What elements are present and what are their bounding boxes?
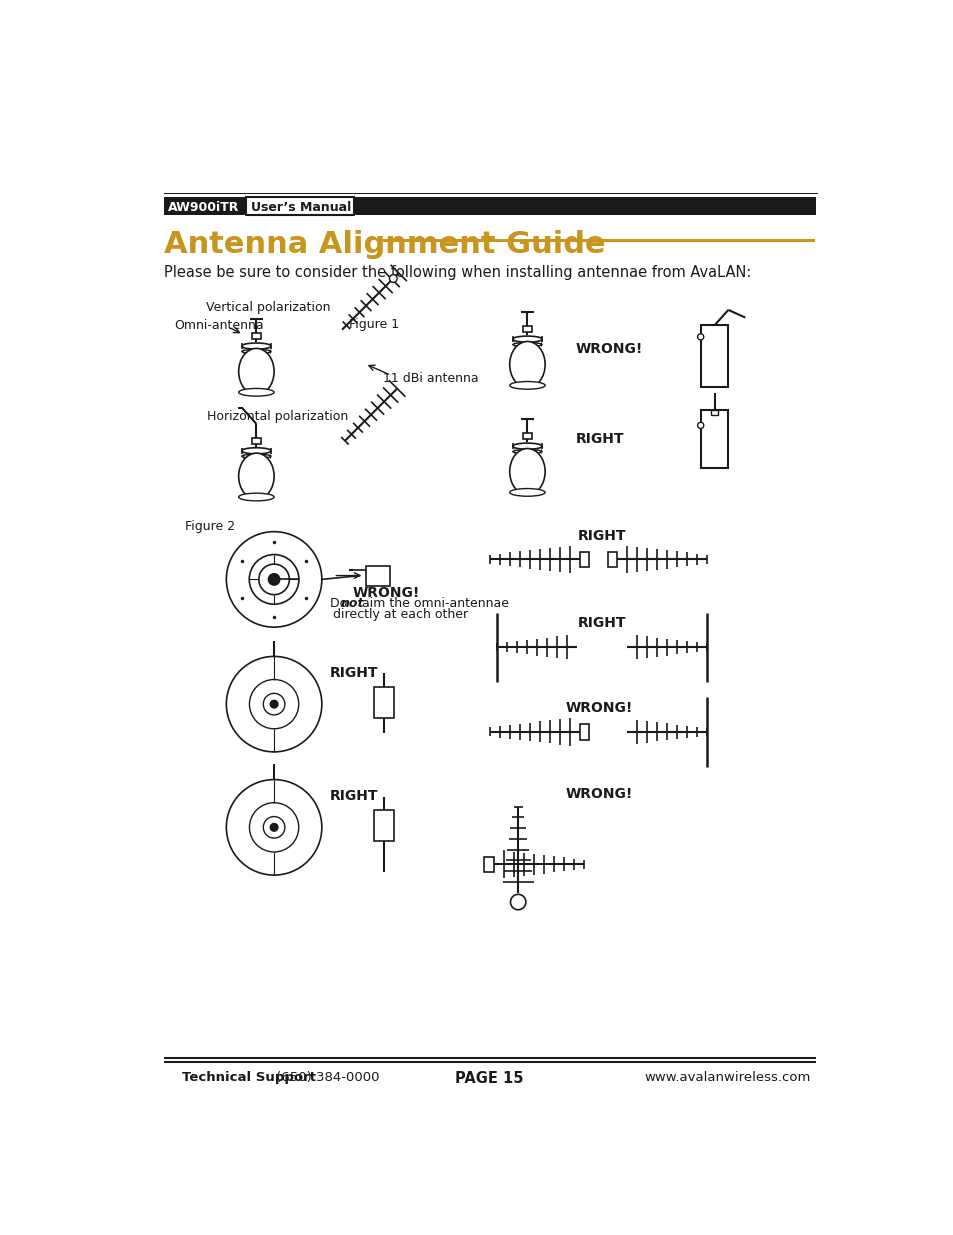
Bar	[700, 325, 728, 387]
Text: WRONG!: WRONG!	[565, 701, 633, 715]
Ellipse shape	[238, 493, 274, 501]
Ellipse shape	[513, 443, 541, 450]
Circle shape	[697, 333, 703, 340]
Text: Vertical polarization: Vertical polarization	[206, 300, 330, 314]
Bar	[700, 410, 728, 468]
Ellipse shape	[509, 341, 544, 388]
Text: directly at each other: directly at each other	[333, 608, 467, 621]
Bar	[374, 810, 394, 841]
Bar	[164, 196, 245, 215]
Text: User’s Manual: User’s Manual	[251, 200, 351, 214]
Text: Horizontal polarization: Horizontal polarization	[207, 410, 348, 424]
Circle shape	[268, 574, 279, 585]
Text: Figure 1: Figure 1	[349, 317, 398, 331]
Bar	[354, 196, 816, 215]
Text: (650) 384-0000: (650) 384-0000	[272, 1071, 379, 1083]
Text: RIGHT: RIGHT	[577, 530, 625, 543]
Text: RIGHT: RIGHT	[329, 666, 377, 679]
Ellipse shape	[513, 336, 541, 342]
Circle shape	[263, 816, 285, 839]
Circle shape	[226, 779, 321, 876]
Text: AW900iTR: AW900iTR	[168, 200, 239, 214]
Text: aim the omni-antennae: aim the omni-antennae	[357, 597, 509, 610]
Circle shape	[249, 679, 298, 729]
Bar	[366, 566, 389, 585]
Circle shape	[510, 894, 525, 910]
Bar	[246, 196, 354, 215]
Bar	[252, 437, 261, 443]
Bar	[484, 857, 493, 872]
Text: PAGE 15: PAGE 15	[455, 1071, 522, 1086]
Ellipse shape	[241, 343, 271, 350]
Bar	[579, 724, 588, 740]
Circle shape	[270, 824, 277, 831]
Ellipse shape	[238, 348, 274, 395]
Text: Technical Support: Technical Support	[181, 1071, 315, 1083]
Ellipse shape	[241, 448, 271, 454]
Ellipse shape	[513, 342, 541, 347]
Text: 11 dBi antenna: 11 dBi antenna	[383, 372, 478, 384]
Text: RIGHT: RIGHT	[329, 789, 377, 803]
Text: Omni-antenna: Omni-antenna	[173, 319, 263, 332]
Bar	[374, 687, 394, 718]
Text: Antenna Alignment Guide: Antenna Alignment Guide	[164, 230, 605, 259]
Text: not: not	[340, 597, 363, 610]
Circle shape	[258, 564, 289, 595]
Circle shape	[389, 274, 396, 283]
Ellipse shape	[509, 382, 544, 389]
Bar	[579, 552, 588, 567]
Circle shape	[270, 700, 277, 708]
Ellipse shape	[241, 350, 271, 353]
Circle shape	[249, 803, 298, 852]
Text: Please be sure to consider the following when installing antennae from AvaLAN:: Please be sure to consider the following…	[164, 266, 751, 280]
Text: RIGHT: RIGHT	[577, 616, 625, 630]
Circle shape	[697, 422, 703, 429]
Ellipse shape	[238, 389, 274, 396]
Circle shape	[263, 693, 285, 715]
Text: www.avalanwireless.com: www.avalanwireless.com	[643, 1071, 810, 1083]
Ellipse shape	[238, 453, 274, 499]
Circle shape	[249, 555, 298, 604]
Text: WRONG!: WRONG!	[576, 342, 642, 356]
Bar	[164, 193, 818, 194]
Text: Do: Do	[329, 597, 351, 610]
Bar	[607, 552, 616, 567]
Circle shape	[226, 656, 321, 752]
Bar	[383, 240, 814, 242]
Text: WRONG!: WRONG!	[353, 585, 419, 599]
Ellipse shape	[513, 450, 541, 453]
Bar	[522, 326, 532, 332]
Text: RIGHT: RIGHT	[576, 431, 624, 446]
Bar	[252, 333, 261, 340]
Bar	[710, 410, 718, 415]
Text: Figure 2: Figure 2	[185, 520, 234, 534]
Ellipse shape	[241, 454, 271, 458]
Text: WRONG!: WRONG!	[565, 787, 633, 802]
Circle shape	[226, 531, 321, 627]
Ellipse shape	[509, 448, 544, 495]
Bar	[522, 433, 532, 440]
Ellipse shape	[509, 489, 544, 496]
